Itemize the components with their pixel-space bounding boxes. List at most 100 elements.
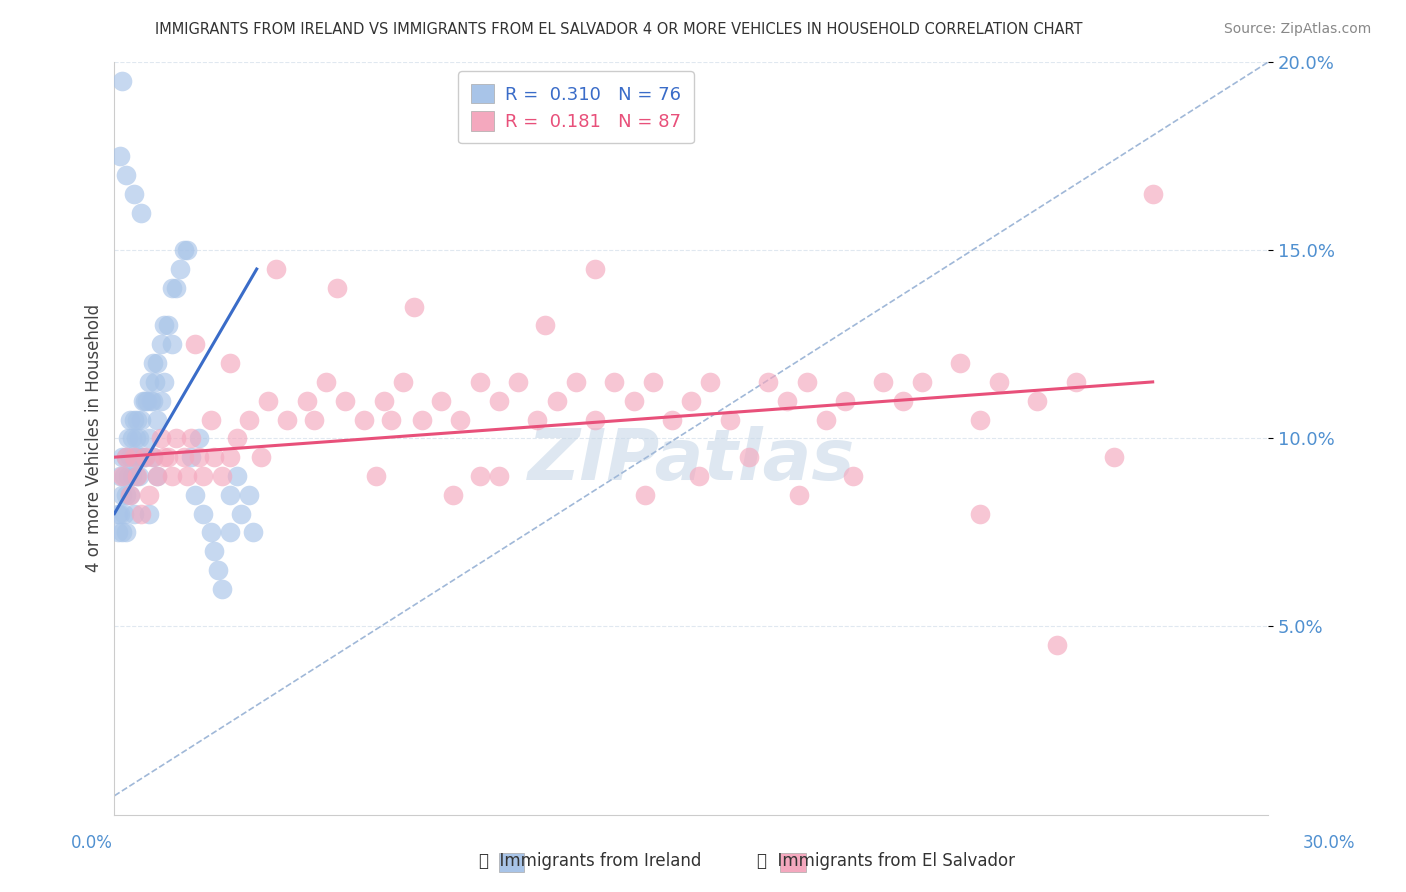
Point [534, 318, 557, 333]
Point [231, 507, 253, 521]
Point [118, 450, 141, 465]
Point [111, 488, 134, 502]
Point [391, 375, 413, 389]
Point [641, 375, 664, 389]
Point [987, 375, 1010, 389]
Point [131, 507, 153, 521]
Point [787, 488, 810, 502]
Point [160, 337, 183, 351]
Point [380, 412, 402, 426]
Point [111, 74, 134, 88]
Point [131, 412, 153, 426]
Text: ⬜  Immigrants from El Salvador: ⬜ Immigrants from El Salvador [756, 852, 1015, 870]
Point [304, 412, 326, 426]
Y-axis label: 4 or more Vehicles in Household: 4 or more Vehicles in Household [86, 304, 103, 573]
Point [583, 262, 606, 277]
Point [776, 393, 799, 408]
Point [546, 393, 568, 408]
Point [124, 431, 146, 445]
Point [200, 412, 222, 426]
Point [738, 450, 761, 465]
Point [295, 393, 318, 408]
Point [969, 507, 991, 521]
Point [718, 412, 741, 426]
Point [180, 431, 202, 445]
Point [699, 375, 721, 389]
Text: ZIPatlas: ZIPatlas [527, 426, 855, 495]
Text: 0.0%: 0.0% [70, 834, 112, 852]
Point [138, 431, 160, 445]
Point [134, 450, 156, 465]
Point [122, 507, 145, 521]
Point [184, 337, 207, 351]
Point [191, 507, 214, 521]
Point [218, 488, 240, 502]
Point [184, 488, 207, 502]
Point [218, 525, 240, 540]
Point [468, 469, 491, 483]
Point [153, 318, 176, 333]
Point [441, 488, 464, 502]
Point [583, 412, 606, 426]
Text: Source: ZipAtlas.com: Source: ZipAtlas.com [1223, 22, 1371, 37]
Point [139, 393, 162, 408]
Point [107, 525, 129, 540]
Point [603, 375, 626, 389]
Point [118, 488, 141, 502]
Point [160, 281, 183, 295]
Point [107, 507, 129, 521]
Point [127, 450, 149, 465]
Point [115, 168, 138, 182]
Point [180, 450, 202, 465]
Point [122, 412, 145, 426]
Point [131, 205, 153, 219]
Point [149, 337, 172, 351]
Point [122, 450, 145, 465]
Point [257, 393, 280, 408]
Point [814, 412, 837, 426]
Point [157, 450, 180, 465]
Point [218, 450, 240, 465]
Point [134, 393, 156, 408]
Text: 30.0%: 30.0% [1302, 834, 1355, 852]
Point [207, 563, 229, 577]
Point [333, 393, 356, 408]
Point [488, 469, 510, 483]
Point [142, 450, 165, 465]
Point [165, 281, 187, 295]
Point [165, 431, 187, 445]
Point [145, 469, 167, 483]
Point [176, 244, 198, 258]
Point [121, 469, 143, 483]
Point [200, 525, 222, 540]
Point [911, 375, 934, 389]
Point [218, 356, 240, 370]
Point [188, 450, 211, 465]
Point [326, 281, 349, 295]
Point [834, 393, 856, 408]
Point [891, 393, 914, 408]
Point [149, 431, 172, 445]
Point [121, 431, 143, 445]
Point [142, 450, 165, 465]
Point [157, 318, 180, 333]
Point [1142, 186, 1164, 201]
Point [128, 431, 150, 445]
Point [153, 450, 176, 465]
Point [411, 412, 433, 426]
Point [565, 375, 588, 389]
Point [132, 450, 155, 465]
Point [949, 356, 972, 370]
Point [364, 469, 387, 483]
Text: ⬜  Immigrants from Ireland: ⬜ Immigrants from Ireland [479, 852, 702, 870]
Point [796, 375, 818, 389]
Point [373, 393, 395, 408]
Point [1045, 638, 1067, 652]
Point [450, 412, 472, 426]
Point [127, 469, 149, 483]
Point [238, 412, 260, 426]
Point [211, 469, 233, 483]
Point [276, 412, 298, 426]
Point [1026, 393, 1049, 408]
Point [623, 393, 645, 408]
